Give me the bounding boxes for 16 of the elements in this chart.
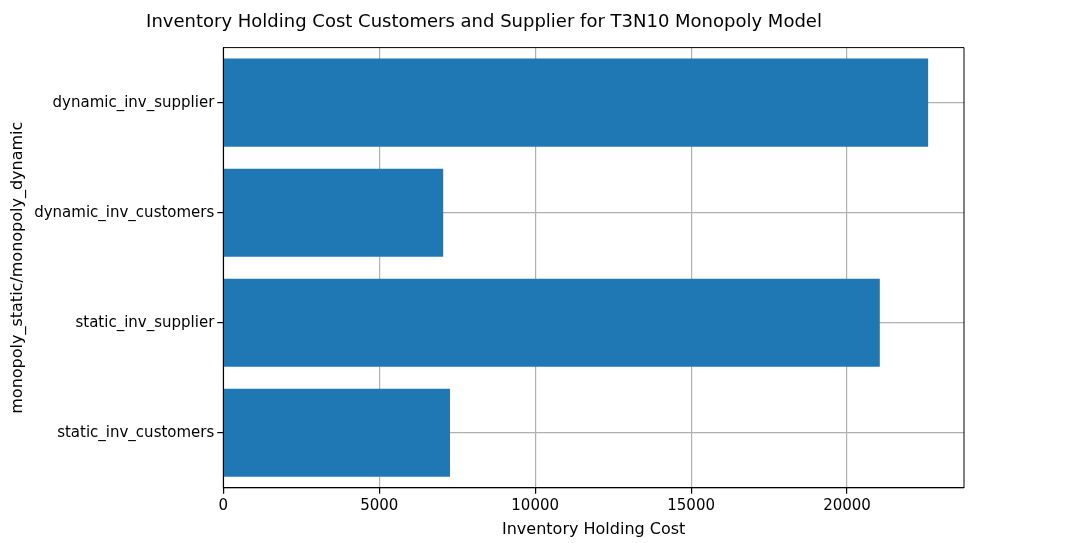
x-tick-label: 5000 xyxy=(360,495,399,514)
x-tick-label: 0 xyxy=(218,495,229,514)
y-tick-label: dynamic_inv_supplier xyxy=(52,92,216,112)
bar xyxy=(223,278,880,367)
y-tick-label: static_inv_customers xyxy=(57,422,215,442)
bar xyxy=(223,168,444,257)
x-tick-label: 20000 xyxy=(823,495,871,514)
x-tick-label: 15000 xyxy=(667,495,715,514)
y-tick-label: dynamic_inv_customers xyxy=(34,202,215,222)
chart-title: Inventory Holding Cost Customers and Supplier for T3N10 Monopoly Model xyxy=(146,10,822,32)
y-axis-title: monopoly_static/monopoly_dynamic xyxy=(6,121,27,414)
x-tick-label: 10000 xyxy=(511,495,560,514)
bar xyxy=(223,58,929,147)
bar xyxy=(223,388,451,477)
x-axis-title: Inventory Holding Cost xyxy=(502,518,686,538)
y-tick-label: static_inv_supplier xyxy=(75,312,216,332)
